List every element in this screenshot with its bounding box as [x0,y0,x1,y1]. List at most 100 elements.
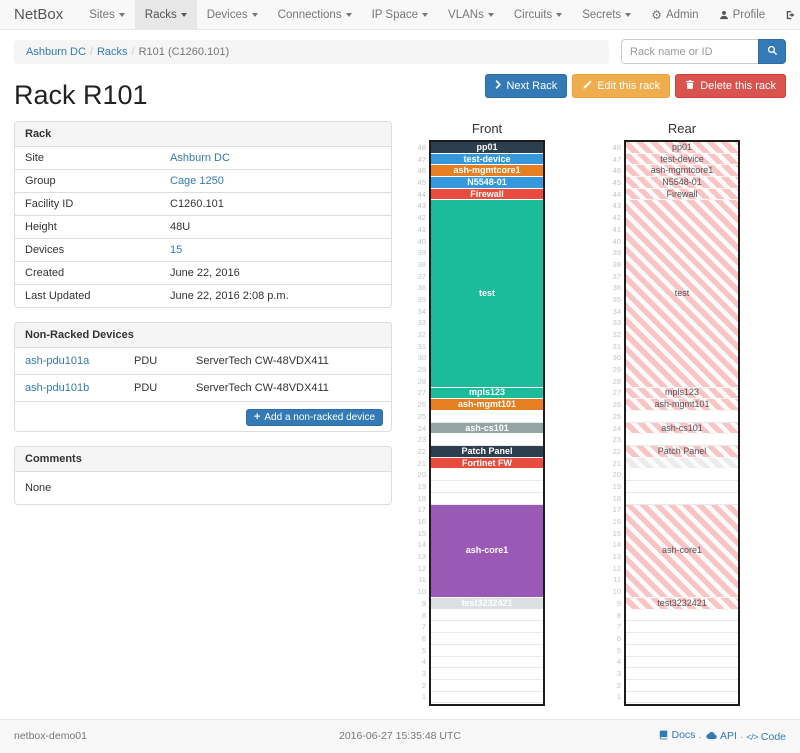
footer-link-code[interactable]: </> Code [746,731,786,743]
front-elevation-title: Front [471,121,503,136]
unit-number: 37 [417,271,426,281]
navbar-items: Sites Racks Devices Connections IP Space VLAN… [79,0,641,29]
rack-info-link-group[interactable]: Cage 1250 [170,175,224,187]
device-slot-test-device[interactable]: test-device [431,153,543,166]
unit-number: 23 [417,435,426,445]
empty-unit [431,411,543,423]
empty-unit [626,469,738,482]
unit-number: 37 [612,271,621,281]
device-slot-test[interactable]: test [626,200,738,388]
device-slot-test3232421[interactable]: test3232421 [431,598,543,610]
rack-info-row-group: Group Cage 1250 [15,169,391,192]
footer-timestamp: 2016-06-27 15:35:48 UTC [339,730,461,742]
device-slot-mpls123[interactable]: mpls123 [626,387,738,400]
breadcrumb-link-racks[interactable]: Racks [96,45,128,58]
nav-item-admin[interactable]: ⚙ Admin [651,7,699,22]
device-slot-test[interactable]: test [431,200,543,388]
device-slot-ash-core1[interactable]: ash-core1 [626,504,738,599]
device-slot-pp01[interactable]: pp01 [431,142,543,154]
device-slot-ash-mgmt101[interactable]: ash-mgmt101 [431,399,543,411]
nav-item-secrets[interactable]: Secrets [572,0,641,29]
device-slot-n5548-01[interactable]: N5548-01 [431,177,543,189]
rack-info-link-devices[interactable]: 15 [170,244,183,256]
unit-number: 29 [417,365,426,375]
unit-number: 27 [612,388,621,398]
unit-number: 40 [417,236,426,246]
next-rack-button[interactable]: Next Rack [485,74,568,98]
device-slot-ash-mgmtcore1[interactable]: ash-mgmtcore1 [626,165,738,178]
unit-number: 42 [417,213,426,223]
device-slot-ash-cs101[interactable]: ash-cs101 [626,422,738,435]
device-slot-ash-core1[interactable]: ash-core1 [431,504,543,599]
device-slot-unlabeled[interactable] [626,457,738,470]
device-slot-fortinet-fw[interactable]: Fortinet FW [431,457,543,470]
unit-number: 4 [421,657,426,667]
unit-number: 38 [612,259,621,269]
device-link-ash-pdu101b[interactable]: ash-pdu101b [25,382,90,394]
search-input[interactable] [621,39,758,64]
breadcrumb: Ashburn DC / Racks / R101 (C1260.101) [14,39,609,64]
unit-number: 12 [417,563,426,573]
device-slot-ash-cs101[interactable]: ash-cs101 [431,422,543,435]
caret-down-icon [625,12,632,17]
unit-number: 28 [612,376,621,386]
nav-item-racks[interactable]: Racks [134,0,197,29]
device-slot-firewall[interactable]: Firewall [626,188,738,201]
empty-unit [431,469,543,482]
front-rack: pp01 test-device ash-mgmtcore1 N5548-01 Fire… [429,140,545,706]
nav-item-vlans[interactable]: VLANs [438,0,504,29]
device-slot-ash-mgmtcore1[interactable]: ash-mgmtcore1 [431,165,543,178]
delete-rack-button[interactable]: Delete this rack [675,74,786,98]
empty-unit [626,481,738,493]
unit-number: 46 [417,166,426,176]
unit-number: 11 [418,575,426,585]
device-link-ash-pdu101a[interactable]: ash-pdu101a [25,355,90,367]
nav-item-connections[interactable]: Connections [268,0,362,29]
empty-unit [431,668,543,680]
device-slot-test-device[interactable]: test-device [626,153,738,166]
rear-elevation: Rear 48 47 46 45 44 43 42 41 40 39 38 37 36 35 34 33 32 3… [609,121,740,706]
rack-info-link-site[interactable]: Ashburn DC [170,152,230,164]
device-slot-patch-panel[interactable]: Patch Panel [626,446,738,458]
nav-item-sites[interactable]: Sites [79,0,135,29]
device-slot-firewall[interactable]: Firewall [431,188,543,201]
unit-number: 30 [417,353,426,363]
add-non-racked-device-button[interactable]: + Add a non-racked device [245,409,383,426]
footer-link-docs[interactable]: Docs [658,729,695,741]
unit-number: 27 [417,388,426,398]
breadcrumb-link-ashburn-dc[interactable]: Ashburn DC [26,45,86,58]
gear-icon: ⚙ [651,7,662,22]
unit-number: 6 [616,633,621,643]
device-slot-test3232421[interactable]: test3232421 [626,598,738,610]
comments-body: None [25,482,52,494]
rack-info-panel: Rack Site Ashburn DC Group Cage 1250 Facilit… [14,121,392,308]
nav-item-devices[interactable]: Devices [197,0,268,29]
empty-unit [626,668,738,680]
nav-item-log-out[interactable]: Log out [775,0,800,29]
footer-hostname: netbox-demo01 [14,730,87,742]
device-slot-mpls123[interactable]: mpls123 [431,387,543,400]
unit-number: 3 [616,668,621,678]
device-slot-n5548-01[interactable]: N5548-01 [626,177,738,189]
nav-item-profile[interactable]: Profile [709,0,776,29]
navbar: NetBox Sites Racks Devices Connections IP Sp… [0,0,800,30]
empty-unit [626,656,738,669]
non-racked-panel-title: Non-Racked Devices [15,323,391,348]
caret-down-icon [487,12,494,17]
device-slot-patch-panel[interactable]: Patch Panel [431,446,543,458]
search-button[interactable] [758,39,786,64]
device-slot-pp01[interactable]: pp01 [626,142,738,154]
footer-link-api[interactable]: API [705,730,737,742]
brand-logo[interactable]: NetBox [14,6,64,23]
empty-unit [431,679,543,692]
unit-number: 1 [421,692,426,702]
non-racked-panel: Non-Racked Devices ash-pdu101a PDU ServerT… [14,322,392,432]
nav-item-ip-space[interactable]: IP Space [362,0,438,29]
non-racked-device-row: ash-pdu101a PDU ServerTech CW-48VDX411 [25,355,329,367]
nav-item-circuits[interactable]: Circuits [504,0,572,29]
device-slot-ash-mgmt101[interactable]: ash-mgmt101 [626,399,738,411]
edit-rack-button[interactable]: Edit this rack [572,74,671,98]
unit-number: 45 [417,178,426,188]
unit-number: 35 [417,294,426,304]
unit-number: 36 [612,283,621,293]
